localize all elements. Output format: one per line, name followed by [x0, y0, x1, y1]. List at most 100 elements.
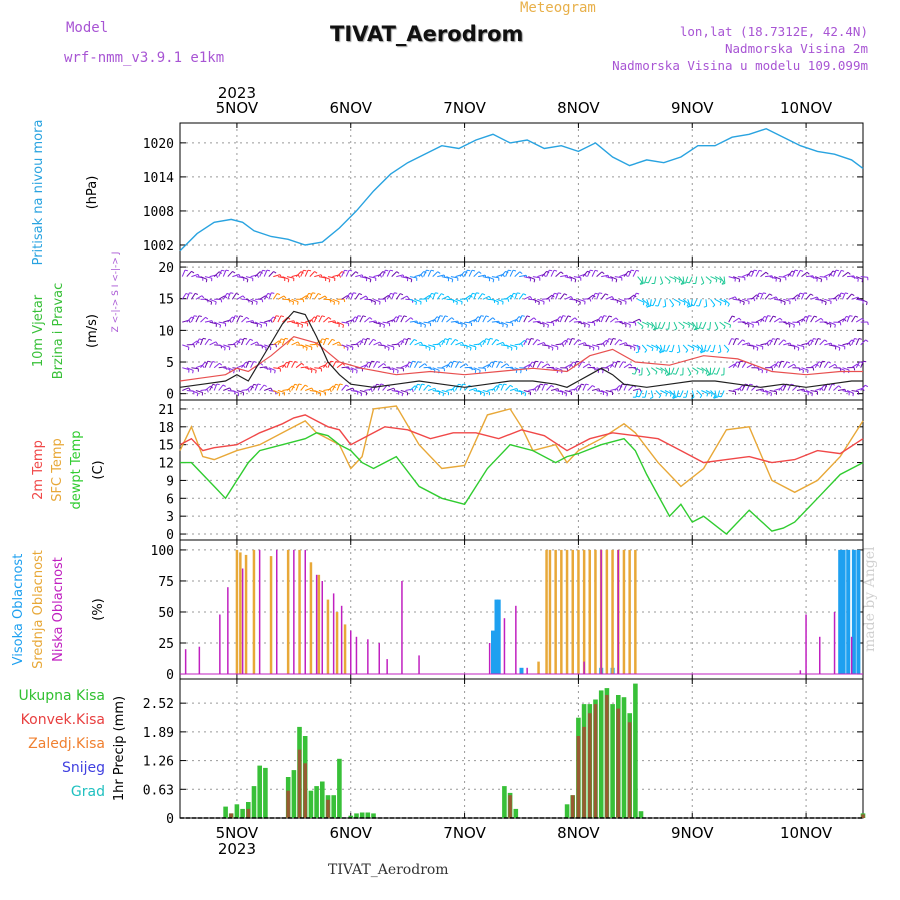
wind-barb: [628, 269, 632, 277]
precip-bar-0: [337, 758, 342, 818]
wind-barb-flag: [547, 363, 551, 367]
wind-barb: [509, 292, 514, 300]
wind-barb-flag: [233, 370, 235, 374]
wind-barb-flag: [766, 370, 768, 374]
wind-barb-flag: [188, 319, 191, 324]
wind-barb: [241, 316, 247, 323]
wind-barb: [323, 361, 329, 369]
wind-barb: [468, 269, 473, 277]
wind-barb-flag: [753, 269, 758, 272]
wind-barb-flag: [426, 269, 430, 272]
wind-barb: [823, 383, 828, 391]
wind-barb-flag: [719, 279, 722, 283]
ytick-label-wind: 10: [158, 324, 174, 339]
wind-barb-flag: [519, 271, 523, 275]
precip-bar-0: [234, 804, 240, 818]
wind-barb-flag: [271, 292, 275, 294]
wind-barb: [578, 342, 586, 346]
wind-barb: [519, 390, 526, 394]
wind-barb: [638, 390, 643, 398]
wind-barb: [477, 315, 482, 323]
wind-barb-flag: [370, 389, 373, 393]
wind-barb: [792, 344, 800, 349]
precip-legend-3: Snijeg: [62, 760, 105, 776]
wind-barb-flag: [629, 363, 633, 367]
cloud-bar-2: [332, 593, 335, 675]
cloud-bar-1: [286, 549, 290, 674]
wind-barb: [596, 316, 602, 323]
ytick-label-wind: 15: [158, 293, 174, 308]
wind-barb-flag: [353, 292, 357, 294]
wind-barb: [679, 390, 684, 398]
wind-barb: [450, 276, 458, 279]
wind-barb-flag: [864, 384, 869, 388]
wind-barb: [714, 298, 722, 304]
wind-barb-flag: [266, 269, 271, 272]
wind-barb-flag: [699, 349, 703, 353]
wind-barb-flag: [383, 324, 385, 328]
wind-barb: [523, 276, 531, 279]
wind-barb: [332, 383, 337, 391]
ylabel-wind-line1: 10m Vjetar: [31, 294, 46, 367]
wind-barb: [527, 317, 535, 323]
wind-barb-flag: [857, 296, 861, 300]
wind-barb-flag: [765, 271, 769, 275]
wind-barb: [532, 361, 536, 368]
wind-barb: [819, 339, 825, 346]
wind-barb: [805, 315, 810, 323]
wind-barb: [318, 315, 323, 323]
wind-barb: [537, 321, 545, 325]
wind-barb: [359, 390, 367, 393]
wind-barb-flag: [280, 315, 284, 318]
wind-barb: [500, 321, 508, 326]
wind-barb-flag: [589, 298, 592, 302]
cloud-bar-2: [583, 661, 585, 674]
ylabel-cloud-2: Niska Oblacnost: [51, 557, 66, 662]
wind-barb-flag: [393, 387, 396, 392]
wind-barb: [491, 276, 499, 279]
wind-barb-flag: [344, 269, 348, 272]
wind-barb: [304, 269, 309, 277]
wind-barb: [673, 298, 681, 304]
wind-barb: [659, 276, 664, 284]
wind-barb: [564, 296, 572, 300]
wind-barb-flag: [257, 383, 261, 386]
wind-barb-flag: [316, 315, 321, 317]
cloud-bar-2: [355, 636, 358, 674]
wind-barb: [555, 367, 563, 371]
wind-barb-flag: [529, 296, 533, 300]
wind-barb-flag: [786, 361, 791, 364]
wind-barb: [327, 298, 335, 303]
wind-barb: [832, 269, 837, 277]
wind-barb-flag: [247, 389, 250, 393]
wind-barb-flag: [224, 347, 226, 351]
wind-barb: [741, 361, 747, 368]
wind-barb: [824, 273, 831, 278]
ytick-label-clouds: 25: [158, 637, 174, 652]
wind-barb-flag: [638, 369, 641, 374]
wind-barb-flag: [641, 326, 644, 330]
wind-barb: [259, 269, 264, 277]
wind-barb: [473, 390, 481, 393]
wind-barb: [304, 293, 310, 300]
wind-barb-flag: [570, 296, 574, 300]
wind-barb: [837, 367, 845, 371]
wind-barb-flag: [702, 370, 704, 374]
wind-barb-flag: [523, 293, 527, 296]
wind-barb-flag: [225, 269, 230, 272]
wind-barb: [509, 344, 518, 348]
wind-barb: [591, 367, 599, 371]
wind-barb: [760, 271, 767, 277]
wind-barb: [327, 276, 335, 279]
wind-barb-flag: [333, 301, 335, 305]
wind-barb-flag: [862, 387, 865, 392]
wind-barb-flag: [592, 385, 596, 388]
wind-barb-flag: [297, 341, 301, 345]
wind-barb: [318, 295, 326, 300]
wind-barb: [705, 299, 708, 307]
wind-barb: [651, 367, 658, 373]
wind-barb: [587, 294, 594, 300]
wind-barb-flag: [342, 324, 344, 328]
wind-barb: [855, 317, 863, 323]
wind-barb-flag: [700, 282, 705, 286]
